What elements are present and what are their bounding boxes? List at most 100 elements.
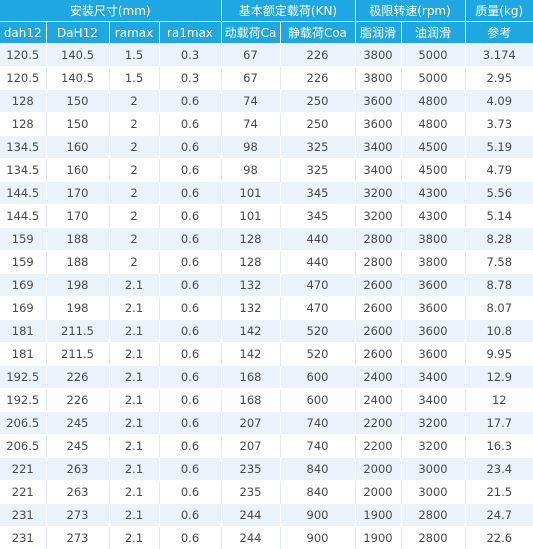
table-cell: 16.3 xyxy=(465,435,533,458)
table-cell: 192.5 xyxy=(0,366,46,389)
table-cell: 440 xyxy=(280,251,355,274)
table-cell: 101 xyxy=(221,205,280,228)
table-cell: 3000 xyxy=(401,481,465,504)
table-cell: 128 xyxy=(0,113,46,136)
table-cell: 192.5 xyxy=(0,389,46,412)
table-cell: 273 xyxy=(46,504,109,527)
table-cell: 2200 xyxy=(355,435,401,458)
table-cell: 159 xyxy=(0,251,46,274)
table-cell: 4300 xyxy=(401,205,465,228)
table-cell: 21.5 xyxy=(465,481,533,504)
table-cell: 1.5 xyxy=(109,44,159,67)
table-cell: 168 xyxy=(221,389,280,412)
table-cell: 12 xyxy=(465,389,533,412)
header-mass: 质量(kg) xyxy=(465,0,533,22)
table-cell: 0.6 xyxy=(159,343,221,366)
table-cell: 0.6 xyxy=(159,113,221,136)
table-cell: 2.1 xyxy=(109,435,159,458)
header-installation-dimensions: 安装尺寸(mm) xyxy=(0,0,221,22)
table-cell: 2000 xyxy=(355,458,401,481)
table-cell: 2.1 xyxy=(109,527,159,549)
column-header-ra1max: ra1max xyxy=(159,22,221,44)
table-cell: 98 xyxy=(221,136,280,159)
table-cell: 17.7 xyxy=(465,412,533,435)
table-cell: 2 xyxy=(109,159,159,182)
column-header-DaH12: DaH12 xyxy=(46,22,109,44)
table-cell: 7.58 xyxy=(465,251,533,274)
table-cell: 0.6 xyxy=(159,458,221,481)
table-cell: 2 xyxy=(109,90,159,113)
table-cell: 0.6 xyxy=(159,412,221,435)
table-cell: 2 xyxy=(109,136,159,159)
table-cell: 3800 xyxy=(355,44,401,67)
table-cell: 226 xyxy=(280,44,355,67)
table-cell: 3400 xyxy=(355,159,401,182)
table-cell: 140.5 xyxy=(46,67,109,90)
table-cell: 4800 xyxy=(401,113,465,136)
table-cell: 740 xyxy=(280,435,355,458)
table-cell: 231 xyxy=(0,504,46,527)
table-cell: 3600 xyxy=(401,274,465,297)
column-header-oil-lubrication: 油润滑 xyxy=(401,22,465,44)
table-cell: 1900 xyxy=(355,504,401,527)
table-cell: 0.6 xyxy=(159,251,221,274)
table-cell: 3800 xyxy=(401,251,465,274)
table-cell: 226 xyxy=(280,67,355,90)
table-cell: 128 xyxy=(221,251,280,274)
table-cell: 211.5 xyxy=(46,343,109,366)
table-cell: 198 xyxy=(46,297,109,320)
table-cell: 8.28 xyxy=(465,228,533,251)
table-cell: 250 xyxy=(280,90,355,113)
table-cell: 4300 xyxy=(401,182,465,205)
table-cell: 0.6 xyxy=(159,389,221,412)
table-cell: 2200 xyxy=(355,412,401,435)
table-cell: 0.6 xyxy=(159,159,221,182)
table-cell: 740 xyxy=(280,412,355,435)
table-cell: 3200 xyxy=(355,182,401,205)
table-cell: 160 xyxy=(46,159,109,182)
table-cell: 12.9 xyxy=(465,366,533,389)
table-cell: 206.5 xyxy=(0,435,46,458)
table-cell: 0.6 xyxy=(159,366,221,389)
table-cell: 132 xyxy=(221,274,280,297)
table-cell: 134.5 xyxy=(0,159,46,182)
table-cell: 470 xyxy=(280,274,355,297)
table-cell: 1900 xyxy=(355,527,401,549)
table-cell: 2400 xyxy=(355,389,401,412)
table-cell: 0.6 xyxy=(159,205,221,228)
table-cell: 3200 xyxy=(355,205,401,228)
table-cell: 221 xyxy=(0,481,46,504)
table-cell: 2800 xyxy=(355,251,401,274)
table-cell: 3800 xyxy=(355,67,401,90)
table-cell: 325 xyxy=(280,159,355,182)
table-cell: 2600 xyxy=(355,274,401,297)
table-cell: 23.4 xyxy=(465,458,533,481)
table-cell: 2.1 xyxy=(109,274,159,297)
table-cell: 2600 xyxy=(355,297,401,320)
table-cell: 235 xyxy=(221,481,280,504)
table-cell: 24.7 xyxy=(465,504,533,527)
table-cell: 2.1 xyxy=(109,412,159,435)
table-cell: 74 xyxy=(221,113,280,136)
table-cell: 2400 xyxy=(355,366,401,389)
table-cell: 3.73 xyxy=(465,113,533,136)
table-cell: 2 xyxy=(109,113,159,136)
table-cell: 2.1 xyxy=(109,297,159,320)
table-cell: 5.56 xyxy=(465,182,533,205)
table-cell: 520 xyxy=(280,320,355,343)
table-cell: 345 xyxy=(280,205,355,228)
table-cell: 181 xyxy=(0,343,46,366)
table-cell: 2 xyxy=(109,251,159,274)
